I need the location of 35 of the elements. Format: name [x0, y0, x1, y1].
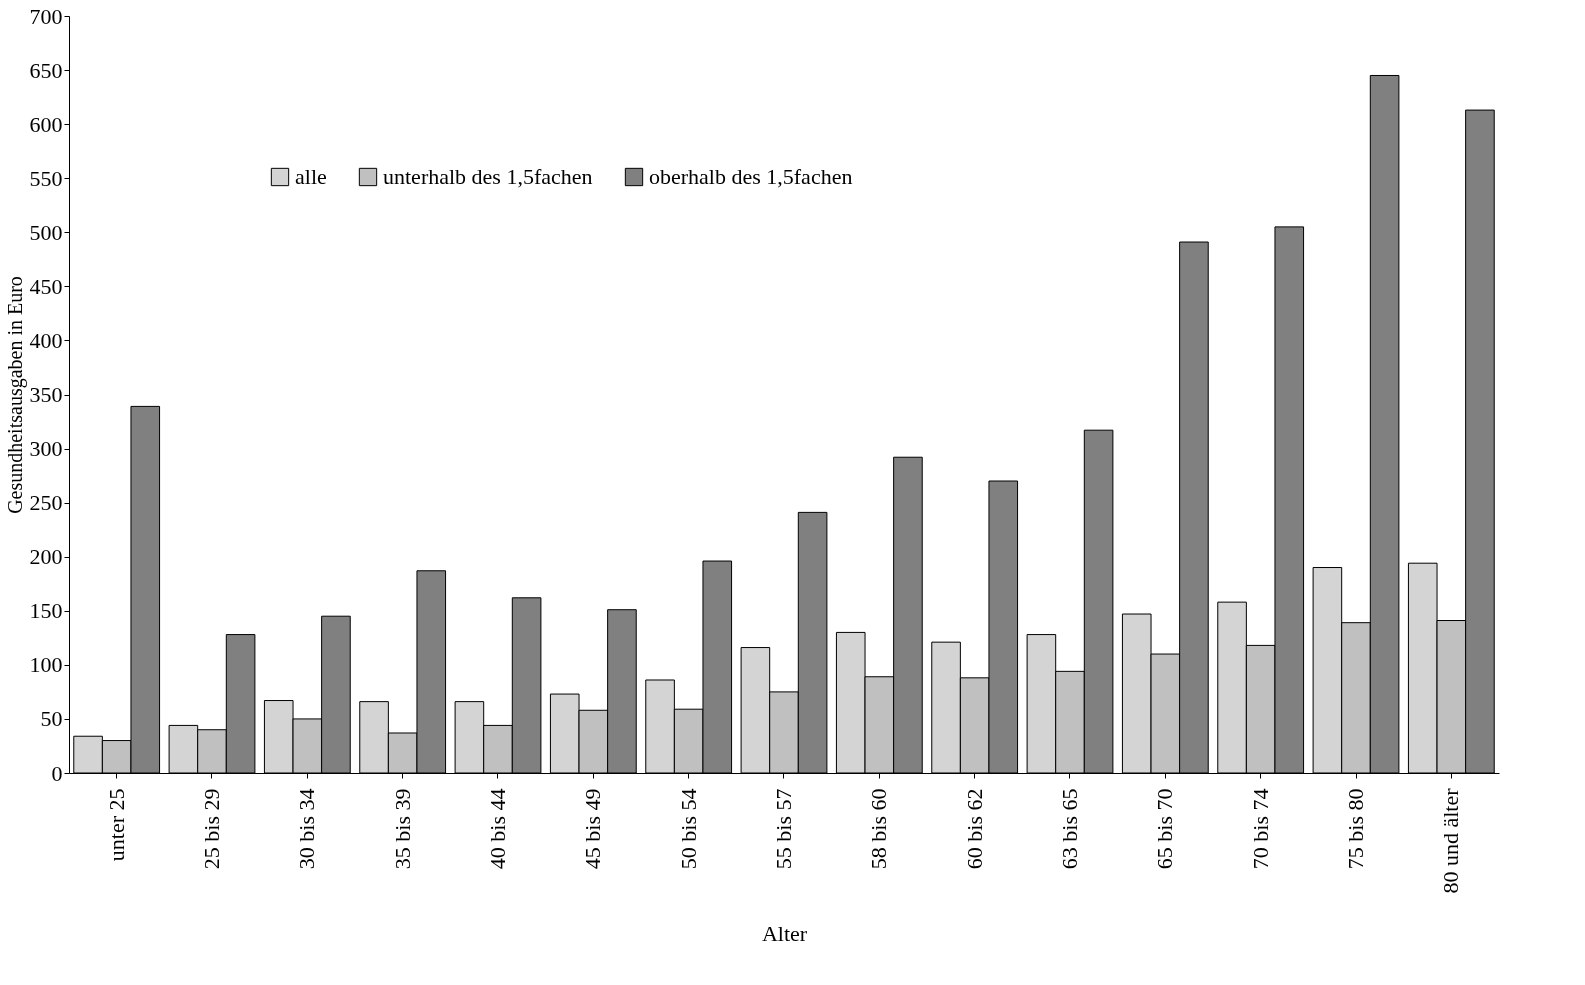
y-tick-label: 100 — [29, 652, 63, 678]
x-tick-label: 45 bis 49 — [580, 788, 606, 870]
x-tick-label: 35 bis 39 — [389, 788, 415, 870]
x-tick-label: 80 und älter — [1438, 787, 1464, 894]
x-tick-label: 60 bis 62 — [961, 788, 987, 870]
y-tick-label: 50 — [40, 706, 63, 732]
y-tick-label: 300 — [29, 436, 63, 462]
y-tick-label: 350 — [29, 382, 63, 407]
y-tick-label: 450 — [29, 273, 63, 299]
y-tick-label: 550 — [29, 165, 63, 191]
legend-label: alle — [295, 164, 327, 189]
x-tick-label: 30 bis 34 — [294, 788, 320, 870]
legend-label: unterhalb des 1,5fachen — [383, 164, 593, 189]
y-tick-label: 150 — [29, 598, 63, 624]
x-tick-label: 40 bis 44 — [485, 788, 510, 870]
x-tick-label: unter 25 — [103, 788, 129, 862]
x-tick-label: 25 bis 29 — [199, 788, 224, 870]
x-tick-label: 63 bis 65 — [1057, 788, 1082, 870]
x-tick-label: 70 bis 74 — [1247, 788, 1273, 870]
y-tick-label: 700 — [29, 3, 63, 29]
y-tick-label: 650 — [29, 57, 63, 83]
y-axis-title: Gesundheitsausgaben in Euro — [3, 276, 27, 514]
y-tick-label: 200 — [29, 544, 63, 570]
x-tick-label: 55 bis 57 — [771, 788, 796, 870]
x-tick-label: 58 bis 60 — [866, 788, 892, 870]
y-tick-label: 250 — [29, 490, 63, 516]
y-tick-label: 600 — [29, 111, 63, 137]
x-tick-label: 75 bis 80 — [1343, 788, 1368, 870]
x-tick-label: 50 bis 54 — [675, 788, 701, 870]
y-tick-label: 400 — [29, 327, 63, 353]
x-tick-label: 65 bis 70 — [1152, 788, 1178, 870]
x-axis-title: Alter — [761, 920, 808, 946]
legend-label: oberhalb des 1,5fachen — [649, 164, 853, 189]
y-tick-label: 0 — [51, 760, 63, 786]
y-tick-label: 500 — [29, 219, 63, 245]
